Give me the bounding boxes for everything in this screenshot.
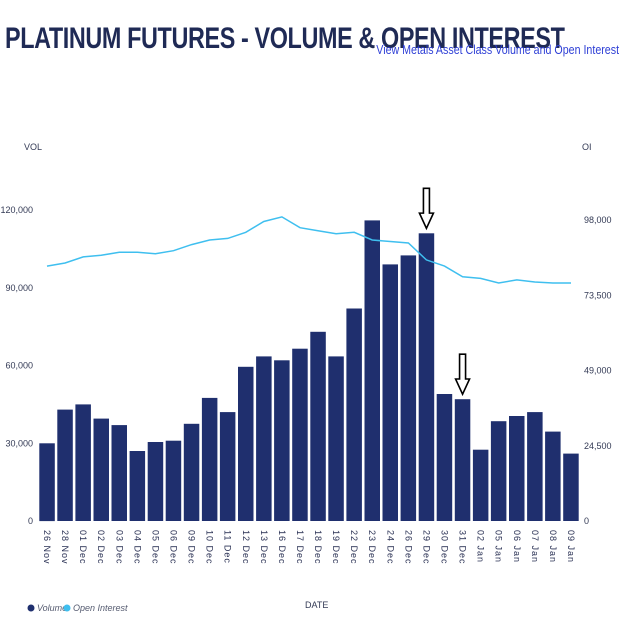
- x-tick-label: 16 Dec: [277, 530, 287, 565]
- left-y-ticks: 0 30,000 60,000 90,000 120,000: [0, 205, 33, 526]
- volume-bar[interactable]: [238, 366, 254, 521]
- x-tick-label: 17 Dec: [295, 530, 305, 565]
- x-tick-label: 30 Dec: [440, 530, 450, 565]
- x-tick-label: 31 Dec: [458, 530, 468, 565]
- x-tick-label: 29 Dec: [421, 530, 431, 565]
- volume-bar[interactable]: [509, 416, 525, 521]
- annotations: [418, 187, 471, 397]
- volume-bar[interactable]: [219, 412, 236, 521]
- volume-bar[interactable]: [346, 308, 362, 522]
- x-tick-label: 22 Dec: [349, 530, 359, 565]
- x-tick-label: 01 Dec: [78, 530, 88, 565]
- volume-bar[interactable]: [256, 356, 272, 521]
- volume-bar[interactable]: [39, 443, 55, 522]
- legend-oi-label[interactable]: Open Interest: [73, 603, 128, 613]
- legend-volume-label[interactable]: Volume: [37, 603, 67, 613]
- volume-bars: [39, 220, 579, 522]
- volume-bar[interactable]: [57, 409, 73, 521]
- x-tick-label: 07 Jan: [530, 530, 540, 563]
- x-tick-label: 09 Dec: [187, 530, 197, 565]
- x-tick-label: 05 Dec: [150, 530, 160, 565]
- volume-bar[interactable]: [545, 431, 561, 521]
- left-y-tick-label: 60,000: [5, 361, 33, 371]
- x-tick-label: 26 Nov: [42, 530, 52, 565]
- x-tick-label: 19 Dec: [331, 530, 341, 565]
- x-tick-label: 26 Dec: [403, 530, 413, 565]
- x-tick-label: 13 Dec: [259, 530, 269, 565]
- volume-bar[interactable]: [472, 449, 489, 521]
- volume-bar[interactable]: [111, 425, 128, 521]
- volume-bar[interactable]: [274, 360, 290, 521]
- volume-bar[interactable]: [436, 394, 453, 521]
- view-metals-link[interactable]: View Metals Asset Class Volume and Open …: [376, 42, 619, 57]
- volume-bar[interactable]: [147, 442, 164, 521]
- volume-bar[interactable]: [328, 356, 344, 521]
- volume-bar[interactable]: [364, 220, 381, 521]
- x-tick-label: 02 Dec: [96, 530, 106, 565]
- x-tick-label: 28 Nov: [60, 530, 70, 565]
- x-tick-label: 05 Jan: [494, 530, 504, 563]
- x-tick-label: 06 Dec: [169, 530, 179, 565]
- volume-bar[interactable]: [183, 423, 200, 521]
- right-y-tick-label: 0: [584, 516, 589, 526]
- volume-bar[interactable]: [490, 421, 507, 521]
- x-tick-label: 03 Dec: [114, 530, 124, 565]
- x-tick-label: 18 Dec: [313, 530, 323, 565]
- x-tick-label: 04 Dec: [132, 530, 142, 565]
- right-y-tick-label: 49,000: [584, 366, 612, 376]
- volume-bar[interactable]: [129, 451, 146, 521]
- right-y-tick-label: 73,500: [584, 290, 612, 300]
- open-interest-line-layer: [46, 216, 571, 284]
- right-axis-label: OI: [582, 142, 592, 152]
- x-tick-label: 10 Dec: [205, 530, 215, 565]
- left-y-tick-label: 120,000: [0, 205, 33, 215]
- volume-bar[interactable]: [165, 440, 182, 521]
- right-y-ticks: 0 24,500 49,000 73,500 98,000: [584, 215, 612, 526]
- x-axis-label: DATE: [305, 600, 328, 610]
- x-tick-label: 23 Dec: [367, 530, 377, 565]
- x-tick-label: 24 Dec: [385, 530, 395, 565]
- arrow-down-icon: [418, 187, 435, 231]
- volume-bar[interactable]: [563, 453, 579, 521]
- left-y-tick-label: 90,000: [5, 283, 33, 293]
- volume-bar[interactable]: [418, 233, 435, 522]
- x-tick-label: 09 Jan: [566, 530, 576, 563]
- page-title: PLATINUM FUTURES - VOLUME & OPEN INTERES…: [5, 22, 565, 55]
- x-tick-label: 12 Dec: [241, 530, 251, 565]
- volume-bar[interactable]: [292, 348, 308, 521]
- volume-bar[interactable]: [527, 412, 543, 521]
- volume-bar[interactable]: [201, 397, 218, 521]
- volume-bar[interactable]: [454, 399, 471, 521]
- legend: Volume Open Interest: [27, 603, 128, 613]
- open-interest-line[interactable]: [46, 216, 571, 284]
- right-y-tick-label: 98,000: [584, 215, 612, 225]
- volume-bar[interactable]: [400, 255, 417, 521]
- left-y-tick-label: 30,000: [5, 438, 33, 448]
- right-y-tick-label: 24,500: [584, 441, 612, 451]
- x-tick-label: 06 Jan: [512, 530, 522, 563]
- x-tick-label: 08 Jan: [548, 530, 558, 563]
- volume-bar[interactable]: [93, 418, 110, 521]
- volume-bar[interactable]: [75, 404, 91, 521]
- left-y-tick-label: 0: [28, 516, 33, 526]
- x-tick-label: 11 Dec: [223, 530, 233, 564]
- volume-bar[interactable]: [310, 331, 326, 521]
- legend-volume-marker: [27, 604, 35, 612]
- x-tick-label: 02 Jan: [476, 530, 486, 563]
- left-axis-label: VOL: [24, 142, 42, 152]
- volume-bar[interactable]: [382, 264, 399, 521]
- legend-oi-marker: [63, 604, 71, 612]
- x-ticks: 26 Nov 28 Nov 01 Dec 02 Dec 03 Dec 04 Dec 05 D…: [42, 530, 576, 565]
- arrow-down-icon: [454, 353, 471, 397]
